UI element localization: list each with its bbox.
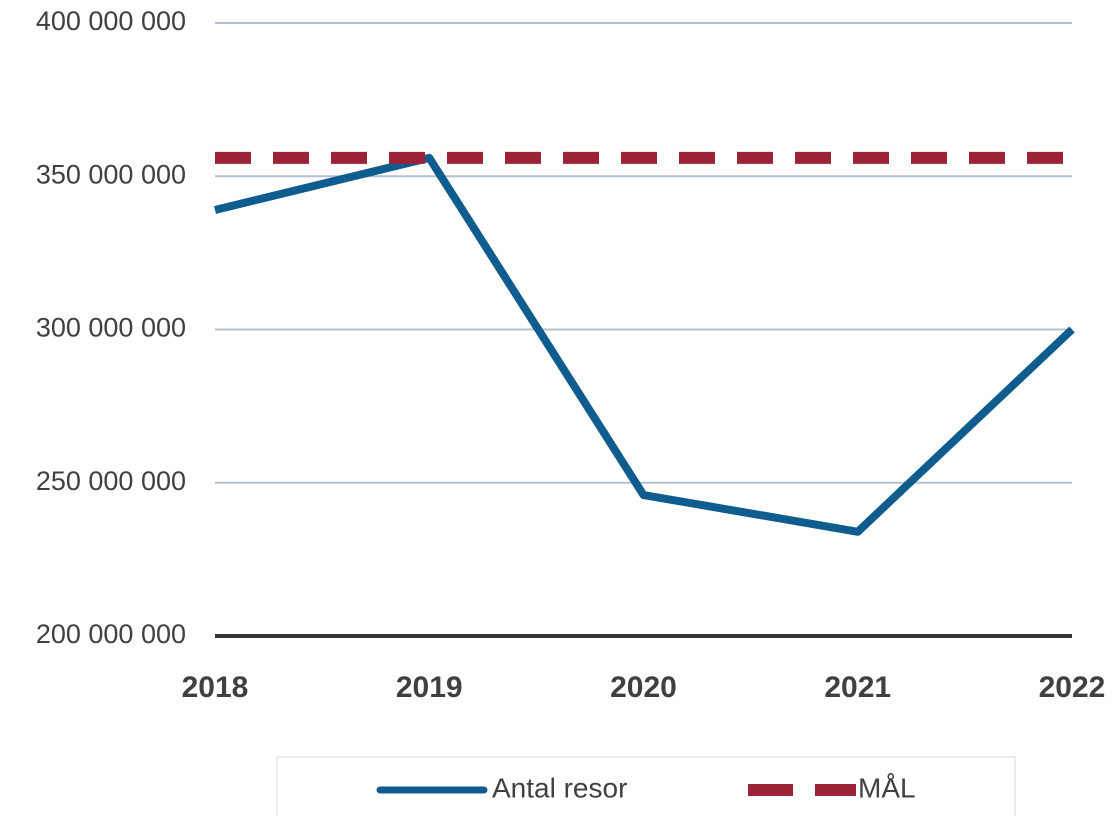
x-tick-label: 2022	[1039, 671, 1106, 704]
x-tick-label: 2021	[824, 671, 891, 704]
series-line	[214, 153, 1075, 536]
x-tick-label: 2019	[396, 671, 463, 704]
legend-label: Antal resor	[492, 772, 627, 803]
y-tick-label: 350 000 000	[36, 159, 186, 189]
y-tick-label: 300 000 000	[36, 313, 186, 343]
legend-label: MÅL	[858, 772, 916, 803]
x-tick-label: 2020	[610, 671, 677, 704]
y-tick-label: 400 000 000	[36, 6, 186, 36]
y-tick-label: 250 000 000	[36, 466, 186, 496]
x-tick-label: 2018	[182, 671, 249, 704]
y-tick-label: 200 000 000	[36, 619, 186, 649]
